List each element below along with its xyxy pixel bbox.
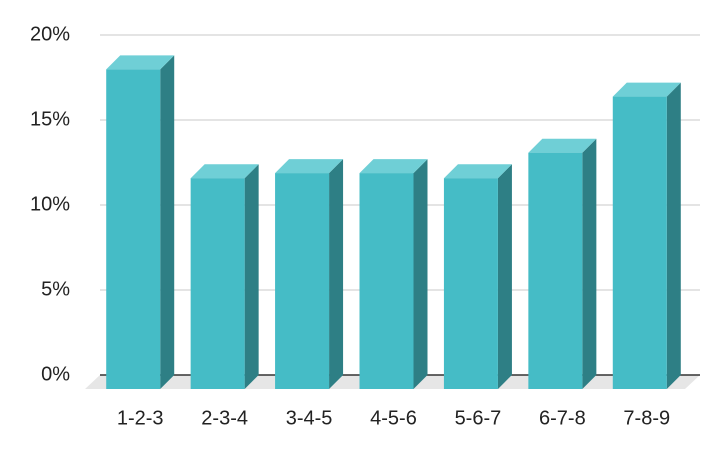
x-tick-label: 1-2-3 — [117, 407, 164, 429]
bar — [443, 178, 498, 389]
bar — [359, 173, 414, 389]
x-tick-label: 2-3-4 — [201, 407, 248, 429]
y-tick-label: 5% — [41, 278, 70, 300]
bar-side — [329, 159, 344, 389]
bar — [190, 178, 245, 389]
bar-side — [413, 159, 428, 389]
x-tick-label: 4-5-6 — [370, 407, 417, 429]
bar-top — [275, 159, 344, 174]
bar — [528, 152, 583, 389]
bar-side — [582, 138, 597, 389]
x-tick-label: 7-8-9 — [623, 407, 670, 429]
y-tick-label: 0% — [41, 363, 70, 385]
bar-top — [443, 164, 512, 179]
bar-top — [190, 164, 259, 179]
x-tick-label: 3-4-5 — [286, 407, 333, 429]
bar — [275, 173, 330, 389]
bar-top — [612, 82, 681, 97]
bar — [106, 69, 161, 390]
y-tick-label: 15% — [30, 108, 70, 130]
bar-side — [160, 55, 175, 390]
bar-top — [106, 55, 175, 70]
x-tick-label: 5-6-7 — [455, 407, 502, 429]
bar — [612, 96, 667, 389]
bar-top — [528, 138, 597, 153]
bar-top — [359, 159, 428, 174]
bar-side — [244, 164, 259, 389]
bar-side — [666, 82, 681, 389]
y-tick-label: 10% — [30, 193, 70, 215]
y-tick-label: 20% — [30, 23, 70, 45]
bar-side — [497, 164, 512, 389]
x-tick-label: 6-7-8 — [539, 407, 586, 429]
